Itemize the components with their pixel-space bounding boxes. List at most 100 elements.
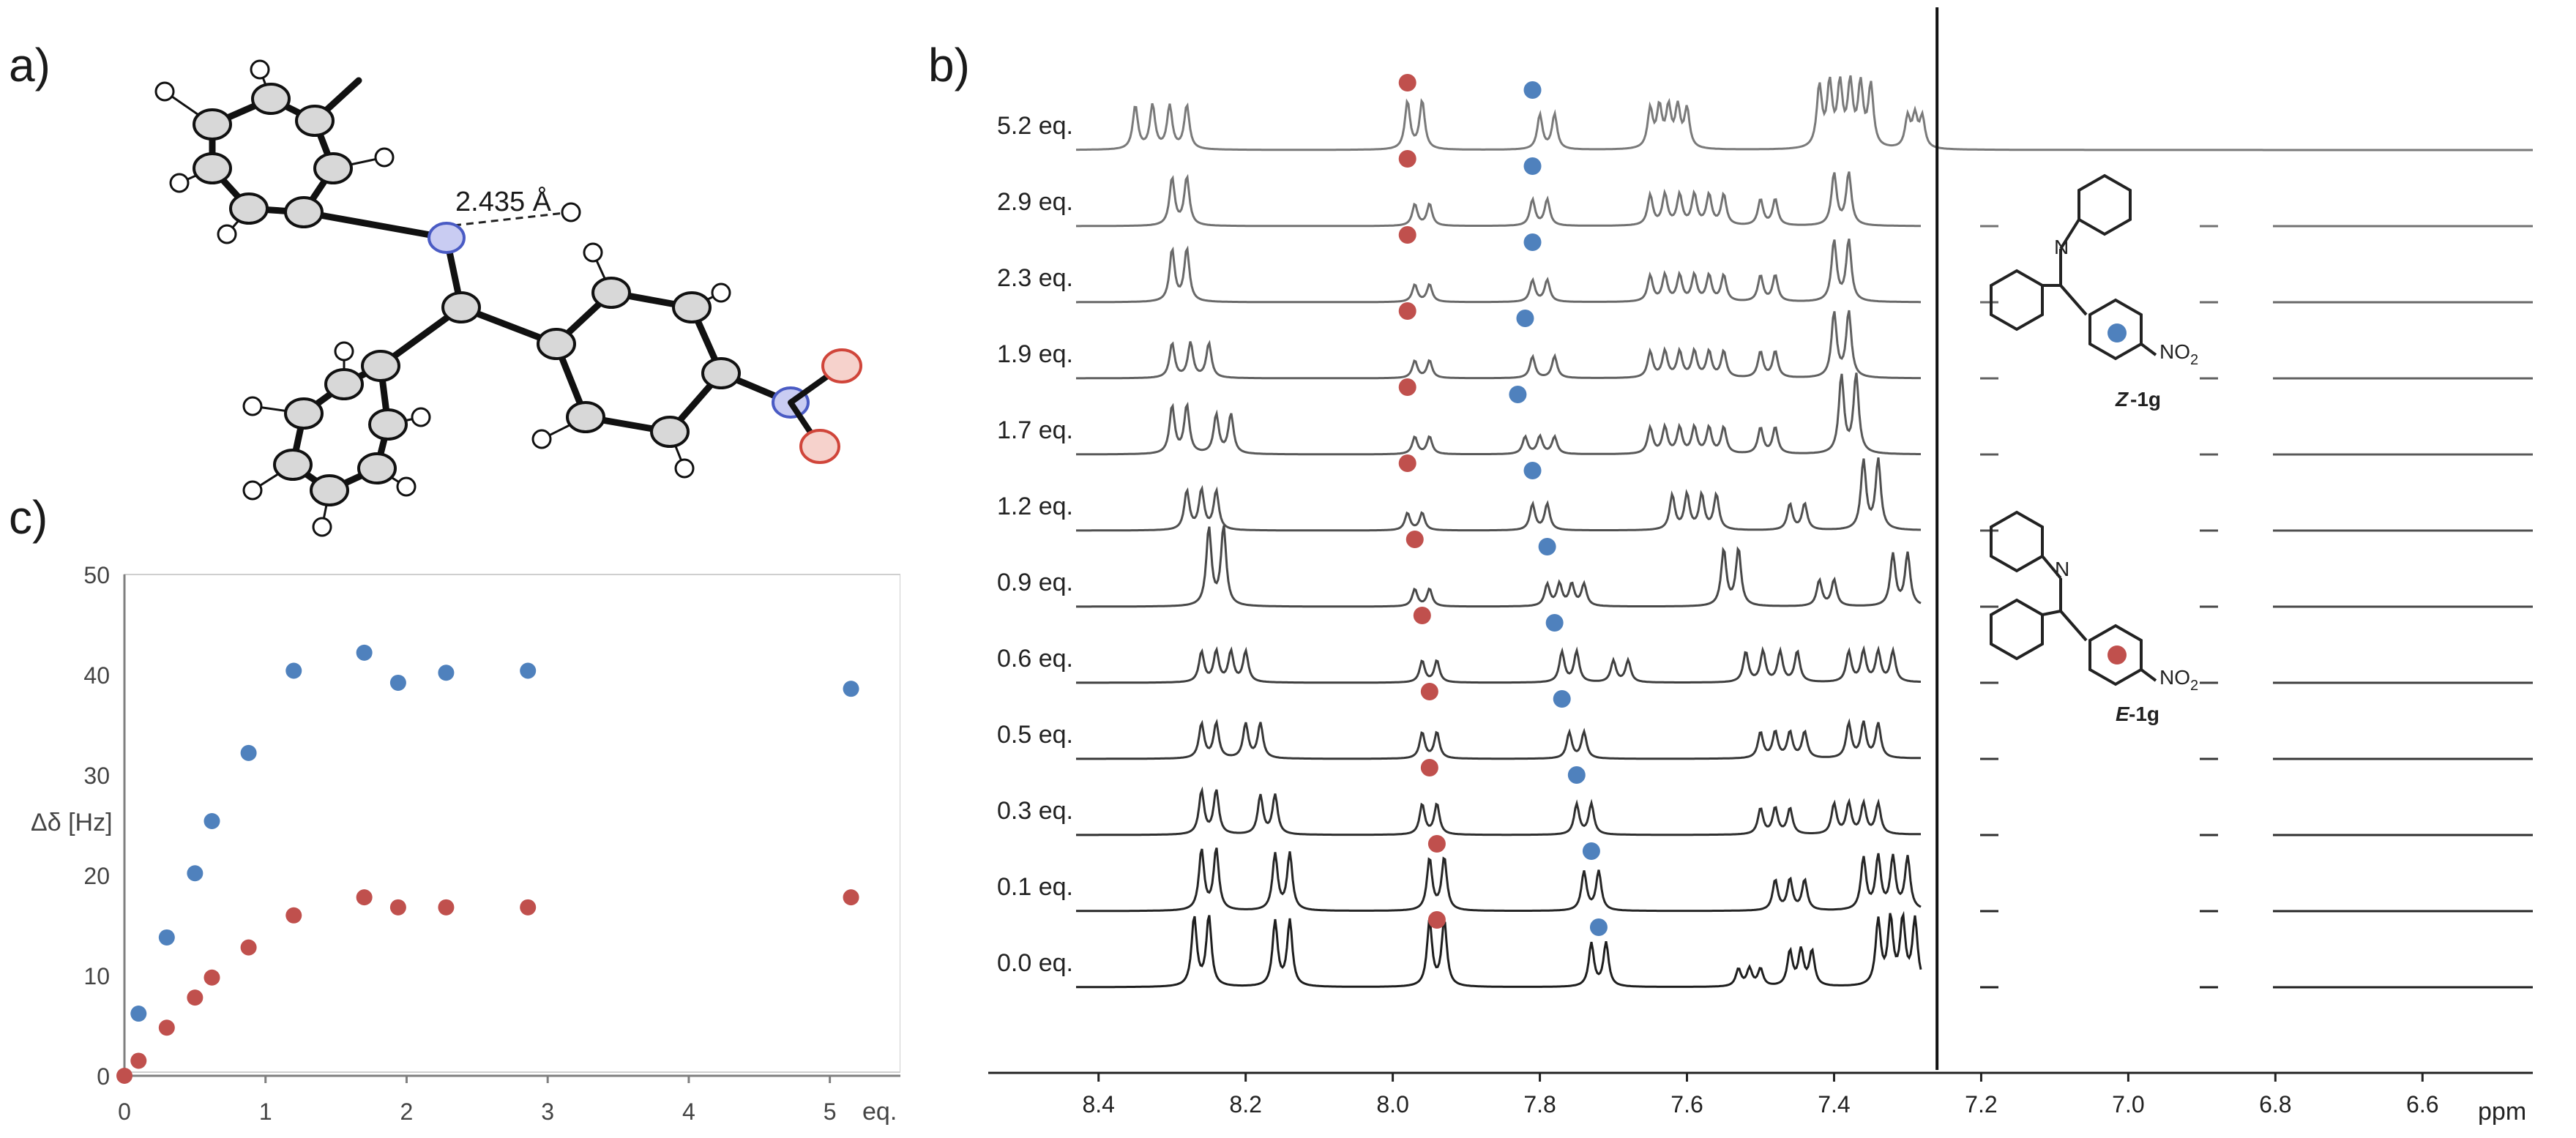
y-tick-label: 0 [97, 1063, 110, 1090]
ppm-tick-label: 7.0 [2112, 1091, 2144, 1118]
blue-signal-marker [1509, 386, 1527, 403]
blue-data-point [438, 665, 455, 681]
ppm-tick-label: 7.2 [1965, 1091, 1997, 1118]
oxygen-atom-2 [799, 429, 840, 464]
spectrum-line [1076, 525, 1922, 608]
red-data-point [158, 1019, 175, 1036]
y-tick-label: 10 [83, 963, 110, 989]
blue-data-point [285, 662, 302, 679]
spectrum-trace: 1.7 eq. [997, 373, 2533, 456]
z-1g-n-label: N [2054, 236, 2069, 258]
red-signal-marker [1398, 302, 1416, 320]
blue-signal-marker [1545, 614, 1564, 632]
z-1g-blue-marker [2108, 323, 2127, 342]
y-tick-label: 50 [83, 562, 110, 588]
concentration-label: 0.6 eq. [997, 645, 1073, 673]
red-signal-marker [1405, 531, 1424, 548]
red-signal-marker [1420, 683, 1438, 700]
y-tick-label: 30 [83, 763, 110, 789]
carbon-atoms [193, 83, 741, 506]
x-tick-label: 4 [682, 1098, 695, 1125]
spectrum-line [1076, 373, 1921, 456]
y-axis-label: Δδ [Hz] [31, 809, 113, 836]
blue-signal-marker [1523, 233, 1542, 251]
red-signal-marker [1413, 607, 1431, 624]
red-signal-marker [1398, 150, 1416, 168]
panel-label-b: b) [928, 39, 970, 91]
red-data-point [240, 939, 257, 956]
spectrum-line [1076, 457, 1922, 532]
spectrum-trace: 2.3 eq. [997, 226, 2533, 304]
e-1g-label-suffix: -1g [2129, 703, 2159, 725]
spectrum-trace: 0.3 eq. [997, 759, 2533, 836]
spectrum-trace: 0.0 eq. [997, 910, 2533, 989]
titration-scatter-plot: 0 10 20 30 40 50 0 1 2 3 4 5 Δδ [Hz] eq. [31, 562, 900, 1126]
spectrum-trace: 0.5 eq. [997, 683, 2533, 760]
blue-data-point [240, 744, 257, 761]
e-1g-label: E [2116, 703, 2130, 725]
blue-data-point [389, 674, 406, 691]
red-data-point [356, 889, 373, 906]
ppm-tick-label: 7.4 [1818, 1091, 1850, 1118]
data-points [116, 644, 859, 1084]
red-data-point [187, 989, 204, 1006]
z-1g-label-suffix: -1g [2130, 388, 2161, 411]
spectrum-line [1076, 910, 1922, 989]
red-data-point [204, 969, 220, 986]
blue-signal-marker [1567, 766, 1586, 784]
concentration-label: 2.3 eq. [997, 264, 1073, 292]
red-data-point [116, 1068, 132, 1084]
spectrum-trace: 5.2 eq. [997, 74, 2533, 151]
spectrum-trace: 0.6 eq. [997, 607, 2533, 684]
ppm-tick-label: 8.0 [1376, 1091, 1408, 1118]
y-tick-label: 20 [83, 863, 110, 889]
red-signal-marker [1398, 378, 1416, 396]
concentration-label: 0.3 eq. [997, 797, 1073, 825]
nmr-titration-spectra: 5.2 eq. 2.9 eq. 2.3 eq. 1.9 eq. 1.7 eq. 1.2 e… [988, 7, 2533, 1126]
red-signal-marker [1398, 226, 1416, 244]
blue-signal-marker [1538, 538, 1556, 555]
red-signal-marker [1398, 74, 1416, 91]
spectrum-trace: 1.9 eq. [997, 302, 2533, 380]
ppm-tick-label: 7.6 [1670, 1091, 1703, 1118]
spectrum-trace: 2.9 eq. [997, 150, 2533, 228]
spectrum-trace: 0.9 eq. [997, 525, 2533, 608]
spectrum-line [1076, 847, 1922, 913]
ppm-tick-label: 6.6 [2406, 1091, 2438, 1118]
hydrogen-bond-dash [453, 211, 572, 227]
concentration-label: 5.2 eq. [997, 112, 1073, 140]
spectrum-line [1076, 786, 1921, 836]
blue-signal-marker [1553, 690, 1571, 708]
red-data-point [389, 899, 406, 916]
y-ticks: 0 10 20 30 40 50 [83, 562, 110, 1090]
nitrogen-atom-imine [428, 222, 466, 254]
blue-data-point [204, 813, 220, 830]
concentration-label: 0.1 eq. [997, 873, 1073, 901]
e-1g-red-marker [2108, 645, 2127, 665]
blue-data-point [130, 1006, 147, 1022]
e-1g-structure [1990, 510, 2157, 686]
concentration-label: 1.2 eq. [997, 493, 1073, 520]
red-signal-marker [1427, 911, 1446, 929]
z-1g-no2-label: NO2 [2159, 340, 2198, 368]
x-tick-label: 1 [259, 1098, 272, 1125]
x-tick-label: 2 [400, 1098, 414, 1125]
blue-signal-marker [1523, 157, 1542, 175]
x-tick-label: 5 [824, 1098, 837, 1125]
blue-signal-marker [1523, 81, 1542, 99]
x-tick-label: 0 [118, 1098, 131, 1125]
blue-data-point [187, 865, 204, 882]
red-data-point [285, 907, 302, 924]
ppm-tick-label: 6.8 [2259, 1091, 2291, 1118]
e-1g-n-label: N [2055, 558, 2069, 580]
spectrum-trace: 1.2 eq. [997, 454, 2533, 532]
x-tick-label: 3 [541, 1098, 554, 1125]
blue-signal-marker [1523, 462, 1542, 479]
concentration-label: 1.9 eq. [997, 340, 1073, 368]
x-axis-label: eq. [862, 1098, 897, 1126]
hydrogen-atoms [154, 59, 731, 537]
concentration-label: 0.9 eq. [997, 569, 1073, 596]
z-1g-structure [1990, 173, 2157, 361]
spectrum-line [1076, 310, 1921, 380]
blue-signal-marker [1582, 842, 1600, 860]
